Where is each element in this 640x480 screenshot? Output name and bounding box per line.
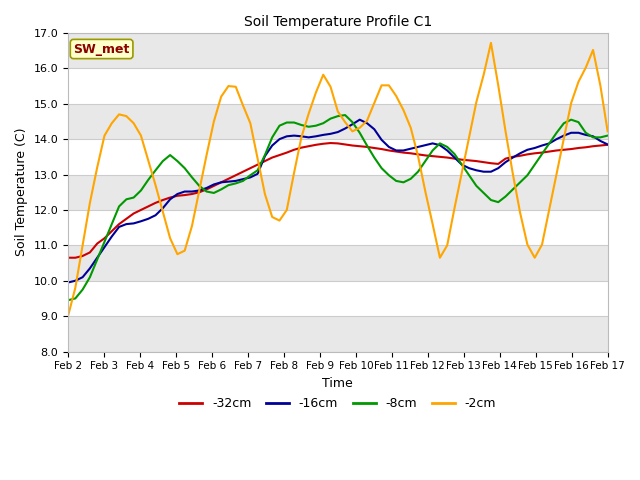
Bar (68, 245, 607, 281)
X-axis label: Time: Time (323, 377, 353, 390)
Text: SW_met: SW_met (74, 43, 130, 56)
Bar (68, 104, 607, 139)
Bar (68, 175, 607, 210)
Bar (68, 33, 607, 68)
Bar (68, 316, 607, 351)
Legend: -32cm, -16cm, -8cm, -2cm: -32cm, -16cm, -8cm, -2cm (174, 392, 501, 415)
Title: Soil Temperature Profile C1: Soil Temperature Profile C1 (244, 15, 432, 29)
Y-axis label: Soil Temperature (C): Soil Temperature (C) (15, 128, 28, 256)
